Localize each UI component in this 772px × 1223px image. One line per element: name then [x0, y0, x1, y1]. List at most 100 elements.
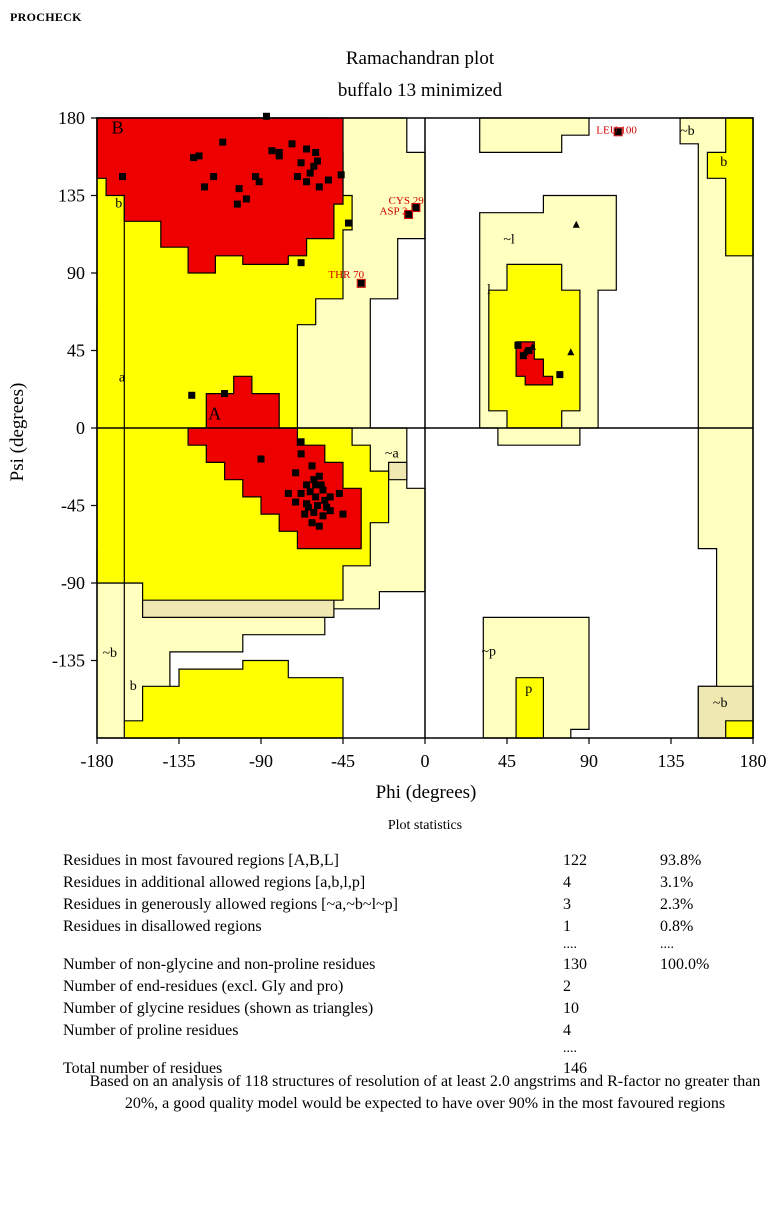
residue-point [313, 157, 321, 165]
program-name: PROCHECK [10, 10, 82, 24]
region-label: ~b [680, 124, 695, 139]
region-generous [479, 117, 590, 153]
residue-point [233, 200, 241, 208]
x-tick-label: 180 [740, 751, 767, 771]
region-label: l [487, 283, 491, 298]
stats-heading: Plot statistics [387, 818, 463, 833]
residue-point [297, 159, 305, 167]
residue-point [317, 481, 325, 489]
outlier-label: THR 70 [328, 269, 364, 281]
residue-point [310, 476, 318, 484]
glycine-triangle [521, 348, 529, 356]
stat-percent: 93.8% [660, 852, 702, 869]
y-tick-label: 45 [67, 341, 85, 361]
stat-count: 3 [563, 896, 571, 913]
stat-count: 4 [563, 874, 571, 891]
region-labels: Bb a A ~a ~l l ~b b ~b b ~p p ~b [102, 118, 727, 712]
region-label: b [130, 679, 137, 694]
residue-point [252, 173, 260, 181]
region-label: ~b [713, 696, 728, 711]
plot-axes: -180 -135 -90 -45 0 45 90 135 180 180 135 90 45 0 -45 -… [52, 108, 767, 771]
y-tick-label: 0 [76, 418, 85, 438]
stat-label: Residues in additional allowed regions [… [63, 874, 366, 891]
stat-label: Residues in most favoured regions [A,B,L… [63, 852, 339, 869]
y-tick-label: 180 [58, 108, 85, 128]
x-tick-label: -45 [331, 751, 355, 771]
residue-point [297, 450, 305, 458]
region-label: b [720, 155, 727, 170]
residue-point [614, 128, 622, 136]
stat-label: Number of proline residues [63, 1022, 239, 1039]
stat-percent: 2.3% [660, 896, 694, 913]
outlier-marker [613, 127, 623, 137]
residue-point [275, 152, 283, 160]
region-allowed [725, 720, 754, 739]
region-label: ~p [481, 644, 496, 659]
x-tick-label: -135 [163, 751, 196, 771]
stat-label: Residues in disallowed regions [63, 918, 262, 935]
residue-point [519, 352, 527, 360]
residue-point [357, 279, 365, 287]
region-extra [388, 461, 408, 481]
region-label: a [119, 371, 126, 386]
residue-point [306, 169, 314, 177]
residue-point [308, 519, 316, 527]
residue-point [326, 493, 334, 501]
residue-point [312, 493, 320, 501]
stat-percent: .... [660, 937, 674, 952]
residue-point [210, 173, 218, 181]
residue-point [242, 195, 250, 203]
stat-count: 10 [563, 1000, 579, 1017]
stat-label: Number of end-residues (excl. Gly and pr… [63, 978, 344, 995]
y-tick-label: 90 [67, 263, 85, 283]
stat-label: Residues in generously allowed regions [… [63, 896, 398, 913]
outlier-marker [356, 278, 366, 288]
outlier-marker [404, 209, 414, 219]
outlier-label: ASP 2 [379, 205, 407, 217]
footnote: Based on an analysis of 118 structures o… [89, 1073, 761, 1112]
stat-percent: 3.1% [660, 874, 694, 891]
residue-point [324, 176, 332, 184]
stat-label: Total number of residues [63, 1060, 223, 1077]
residue-point [514, 341, 522, 349]
residue-point [319, 512, 327, 520]
chart-subtitle: buffalo 13 minimized [337, 80, 503, 101]
residue-point [292, 498, 300, 506]
x-tick-label: 135 [658, 751, 685, 771]
residue-points [119, 112, 622, 530]
residue-point [190, 154, 198, 162]
residue-point [188, 391, 196, 399]
residue-point [525, 347, 533, 354]
region-label: p [525, 682, 532, 697]
region-label: ~a [385, 446, 400, 461]
region-label: B [112, 118, 124, 138]
residue-point [310, 162, 318, 170]
residue-point [319, 486, 327, 494]
residue-point [303, 481, 311, 489]
residue-point [335, 489, 343, 497]
residue-point [310, 508, 318, 516]
x-tick-label: -90 [249, 751, 273, 771]
stat-label: Number of glycine residues (shown as tri… [63, 1000, 374, 1017]
residue-point [412, 204, 420, 212]
residue-point [292, 469, 300, 477]
outlier-label: LEU 100 [596, 125, 637, 137]
ramachandran-plot: -180 -135 -90 -45 0 45 90 135 180 180 135 90 45 0 -45 -… [7, 108, 767, 803]
residue-point [312, 148, 320, 156]
y-tick-label: -135 [52, 651, 85, 671]
stat-count: 130 [563, 956, 587, 973]
residue-point [201, 183, 209, 191]
residue-point [293, 173, 301, 181]
residue-point [268, 147, 276, 155]
stat-count: 4 [563, 1022, 571, 1039]
stat-percent: 100.0% [660, 956, 710, 973]
y-tick-label: -45 [61, 496, 85, 516]
x-tick-label: -180 [81, 751, 114, 771]
residue-point [323, 503, 331, 511]
residue-point [284, 489, 292, 497]
region-label: A [208, 403, 221, 423]
stat-label: Number of non-glycine and non-proline re… [63, 956, 376, 973]
residue-point [315, 472, 323, 480]
residue-point [303, 145, 311, 153]
